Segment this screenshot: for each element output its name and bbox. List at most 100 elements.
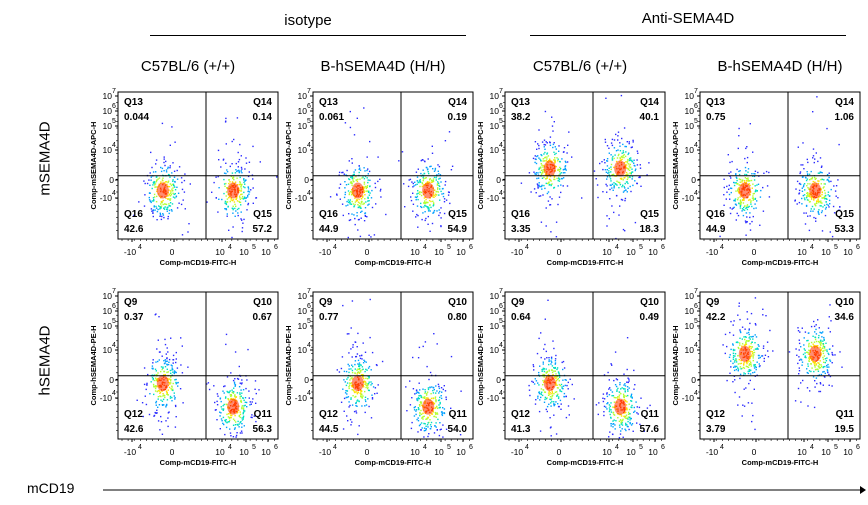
y-tick-exponent: 7 [112,88,116,95]
x-axis-title: Comp-mCD19-FITC-H [742,258,819,267]
x-tick-label: 10 [797,447,807,457]
quadrant-percent: 3.79 [706,424,726,435]
y-tick-exponent: 4 [694,342,698,349]
x-tick-exponent: 4 [810,444,814,451]
population-core [809,182,822,199]
population-core [422,182,435,199]
x-axis-title: Comp-mCD19-FITC-H [355,458,432,467]
y-tick-label: 10 [103,321,113,331]
y-tick-exponent: 4 [112,190,116,197]
quadrant-percent: 19.5 [835,424,855,435]
y-axis-title: Comp-hSEMA4D-PE-H [671,326,680,406]
y-tick-label: 10 [298,121,308,131]
x-tick-exponent: 4 [720,244,724,251]
y-tick-exponent: 5 [112,118,116,125]
x-tick-label: -10 [706,247,719,257]
y-tick-exponent: 5 [499,118,503,125]
quadrant-percent: 57.6 [640,424,660,435]
y-tick-exponent: 4 [694,390,698,397]
quadrant-name: Q15 [448,209,467,220]
density-cloud [528,299,651,439]
quadrant-name: Q11 [641,409,660,420]
y-tick-label: 10 [298,306,308,316]
population-core [614,398,627,415]
quadrant-percent: 0.49 [640,312,660,323]
x-tick-label: 10 [215,447,225,457]
x-tick-exponent: 5 [252,244,256,251]
y-tick-exponent: 6 [112,103,116,110]
density-cloud [336,298,462,438]
x-tick-label: 10 [456,447,466,457]
quadrant-name: Q13 [511,97,530,108]
quadrant-percent: 44.5 [319,424,339,435]
quadrant-percent: 0.67 [253,312,273,323]
y-tick-label: 10 [490,106,500,116]
x-tick-exponent: 5 [834,444,838,451]
y-tick-label: 10 [298,345,308,355]
quadrant-name: Q14 [640,97,659,108]
quadrant-percent: 57.2 [253,224,273,235]
x-tick-exponent: 6 [469,244,473,251]
y-tick-label: 10 [685,291,695,301]
quadrant-percent: 0.14 [253,112,273,123]
population-core [738,345,751,362]
y-axis-title: Comp-mSEMA4D-APC-H [671,122,680,210]
quadrant-name: Q14 [835,97,854,108]
y-axis-title: Comp-hSEMA4D-PE-H [89,326,98,406]
y-tick-label: 0 [496,375,501,385]
quadrant-percent: 41.3 [511,424,531,435]
y-tick-exponent: 7 [694,88,698,95]
y-tick-label: 10 [685,121,695,131]
y-tick-label: 10 [685,145,695,155]
y-tick-exponent: 5 [307,118,311,125]
y-tick-exponent: 6 [499,303,503,310]
density-cloud [722,297,843,431]
x-tick-label: 10 [602,447,612,457]
quadrant-percent: 0.044 [124,112,149,123]
quadrant-name: Q9 [706,297,720,308]
x-tick-label: 0 [170,447,175,457]
y-axis-title: Comp-hSEMA4D-PE-H [284,326,293,406]
y-tick-label: 0 [304,175,309,185]
y-tick-label: -10 [100,393,113,403]
population-core [351,375,364,392]
group-underline-isotype [150,35,466,36]
x-tick-label: 10 [602,247,612,257]
y-tick-label: 10 [490,306,500,316]
x-tick-label: 10 [215,247,225,257]
x-tick-exponent: 5 [252,444,256,451]
y-tick-label: 10 [490,291,500,301]
x-tick-label: 10 [821,247,831,257]
density-cloud [136,313,260,438]
quadrant-name: Q9 [124,297,138,308]
y-tick-label: -10 [100,193,113,203]
y-tick-label: 0 [691,375,696,385]
y-tick-label: 10 [103,291,113,301]
quadrant-percent: 3.35 [511,224,531,235]
x-tick-label: 0 [170,247,175,257]
x-tick-label: 10 [239,447,249,457]
y-tick-exponent: 4 [694,142,698,149]
column-title-2: B-hSEMA4D (H/H) [320,58,446,75]
population-core [227,398,240,415]
y-tick-label: 10 [298,291,308,301]
quadrant-percent: 42.6 [124,424,144,435]
quadrant-name: Q13 [706,97,725,108]
column-title-3: C57BL/6 (+/+) [532,58,628,75]
population-core [543,160,556,177]
density-cloud [133,117,278,239]
quadrant-name: Q15 [253,209,272,220]
x-tick-exponent: 4 [720,444,724,451]
x-tick-label: 0 [752,447,757,457]
x-axis-title: Comp-mCD19-FITC-H [742,458,819,467]
x-tick-exponent: 6 [274,444,278,451]
x-tick-label: 10 [843,247,853,257]
quadrant-percent: 0.64 [511,312,531,323]
plot-frame [699,91,861,240]
y-tick-label: -10 [487,193,500,203]
x-tick-exponent: 5 [447,244,451,251]
